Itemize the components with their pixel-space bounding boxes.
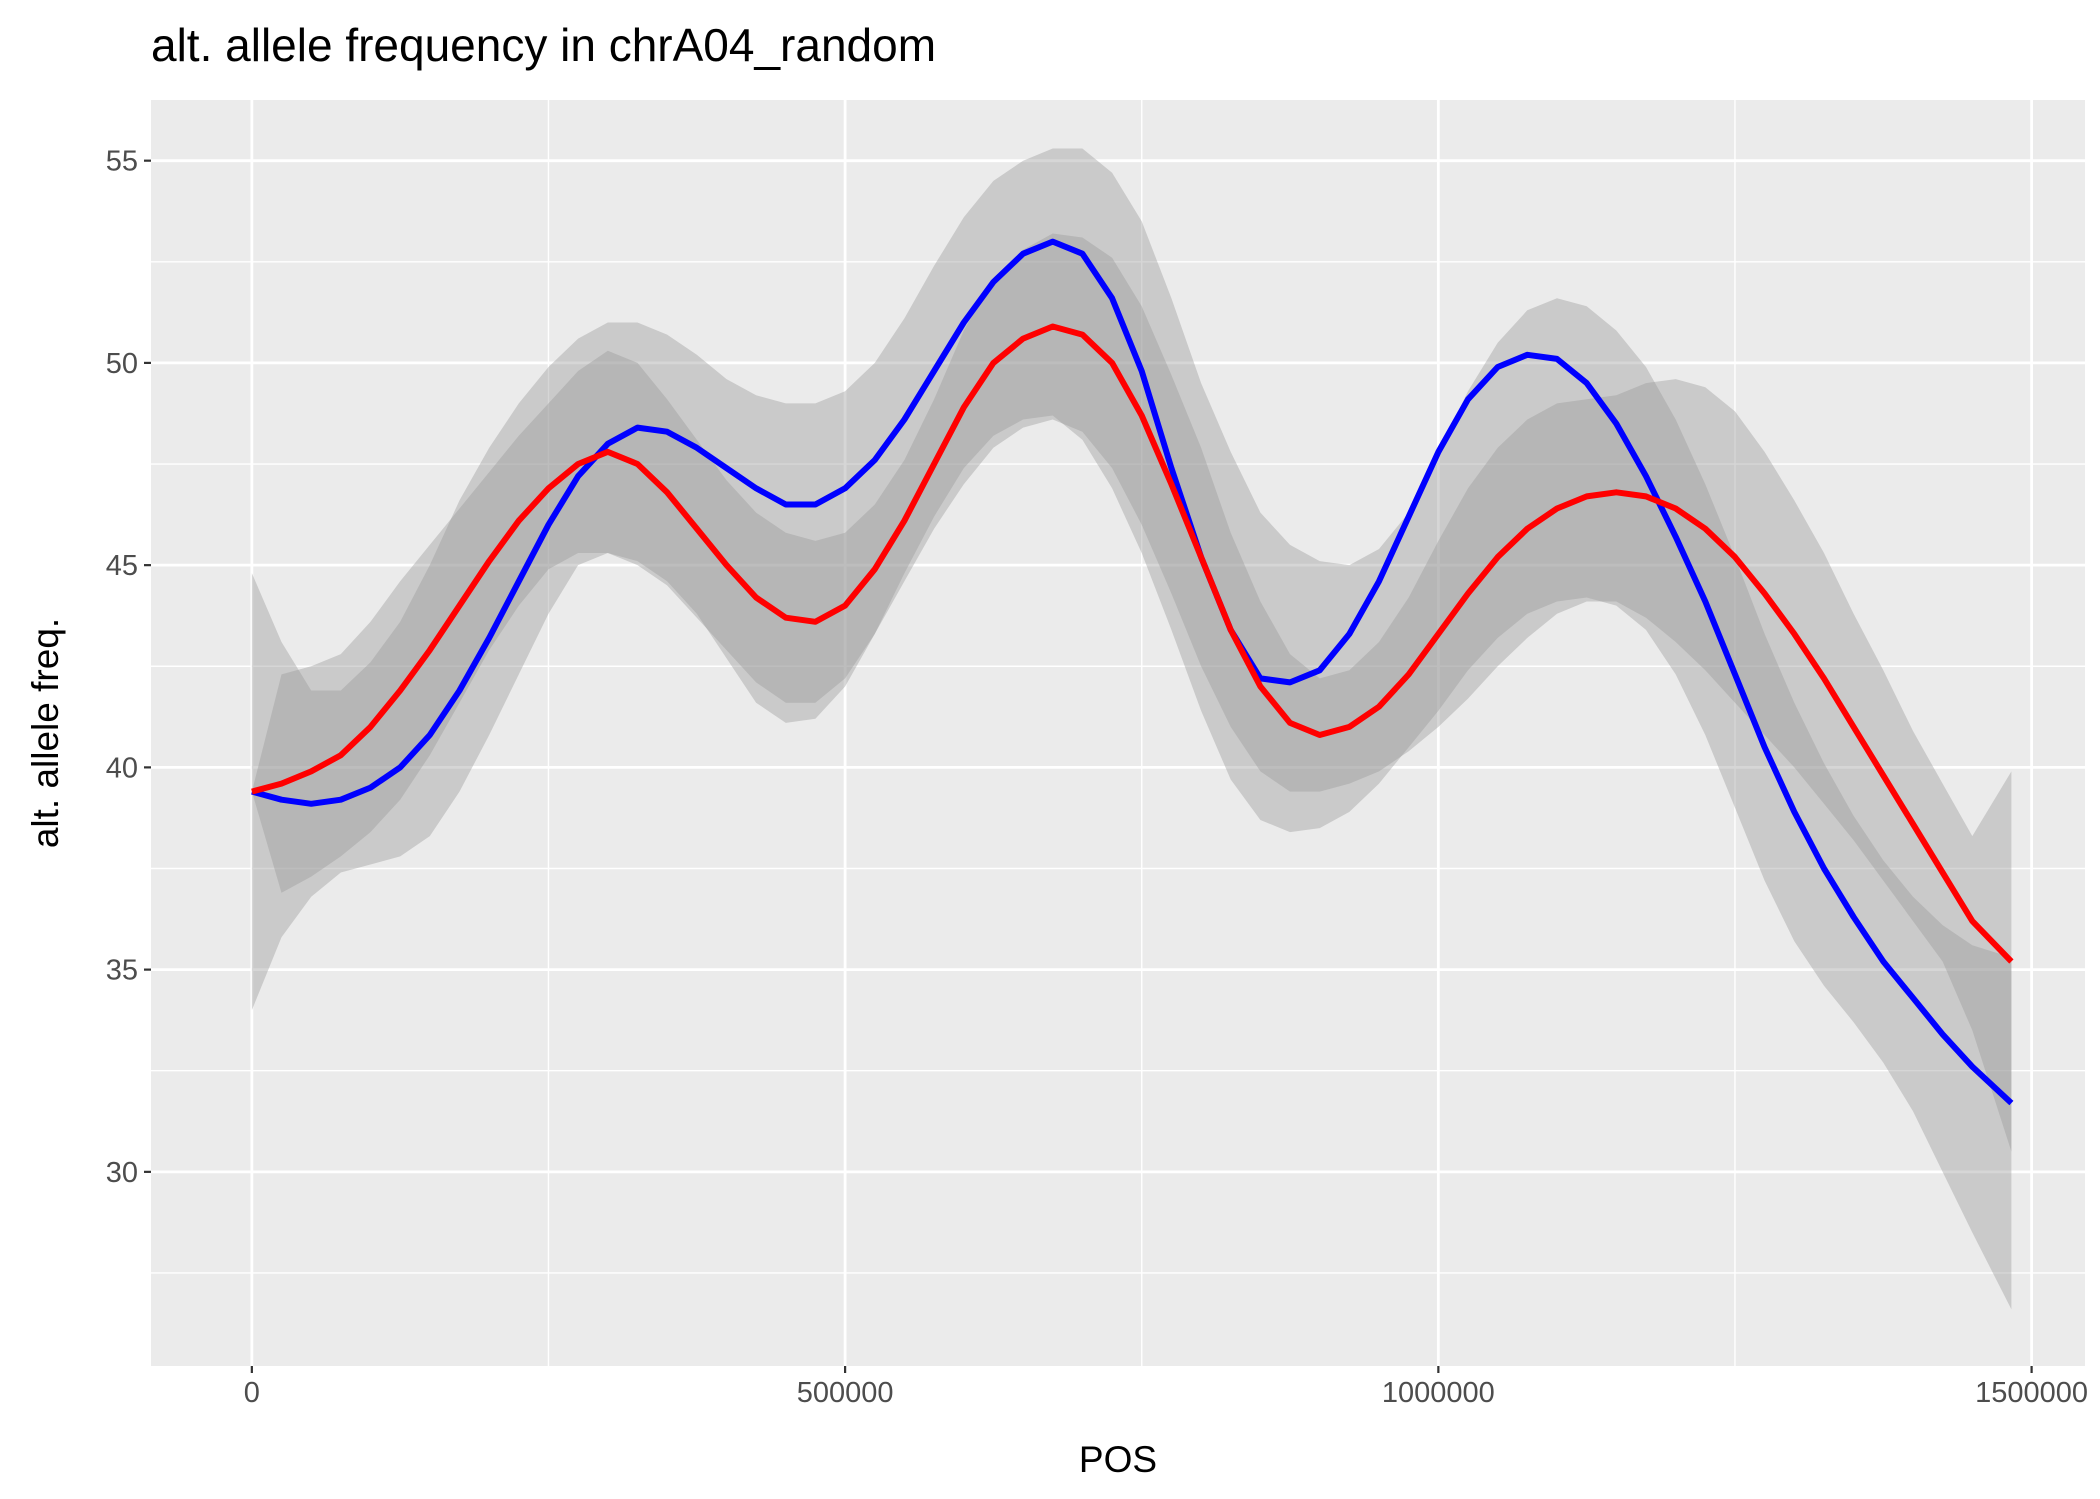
- confidence-ribbon-1: [251, 148, 2012, 1310]
- y-axis: 30 35 40 45 50 55: [106, 146, 151, 1189]
- y-tick-label: 50: [106, 348, 138, 380]
- x-axis: 0 500000 1000000 1500000: [244, 1366, 2088, 1409]
- minor-gridlines: [151, 100, 2085, 1366]
- x-axis-title: POS: [1079, 1439, 1157, 1480]
- chart-title: alt. allele frequency in chrA04_random: [151, 19, 936, 71]
- y-axis-title: alt. allele freq.: [25, 618, 66, 848]
- series-line-1: [251, 238, 2014, 1106]
- y-tick-label: 35: [106, 955, 138, 987]
- x-tick-label: 500000: [797, 1377, 894, 1409]
- y-tick-label: 45: [106, 550, 138, 582]
- x-tick-label: 1500000: [1975, 1377, 2088, 1409]
- major-gridlines: [151, 100, 2085, 1366]
- series-lines: [251, 238, 2014, 1106]
- series-line-2: [251, 323, 2014, 964]
- confidence-ribbon-2: [251, 233, 2012, 1152]
- x-tick-label: 1000000: [1382, 1377, 1495, 1409]
- x-tick-label: 0: [244, 1377, 260, 1409]
- y-tick-label: 55: [106, 146, 138, 178]
- confidence-ribbons: [251, 148, 2012, 1310]
- y-tick-label: 40: [106, 752, 138, 784]
- y-tick-label: 30: [106, 1157, 138, 1189]
